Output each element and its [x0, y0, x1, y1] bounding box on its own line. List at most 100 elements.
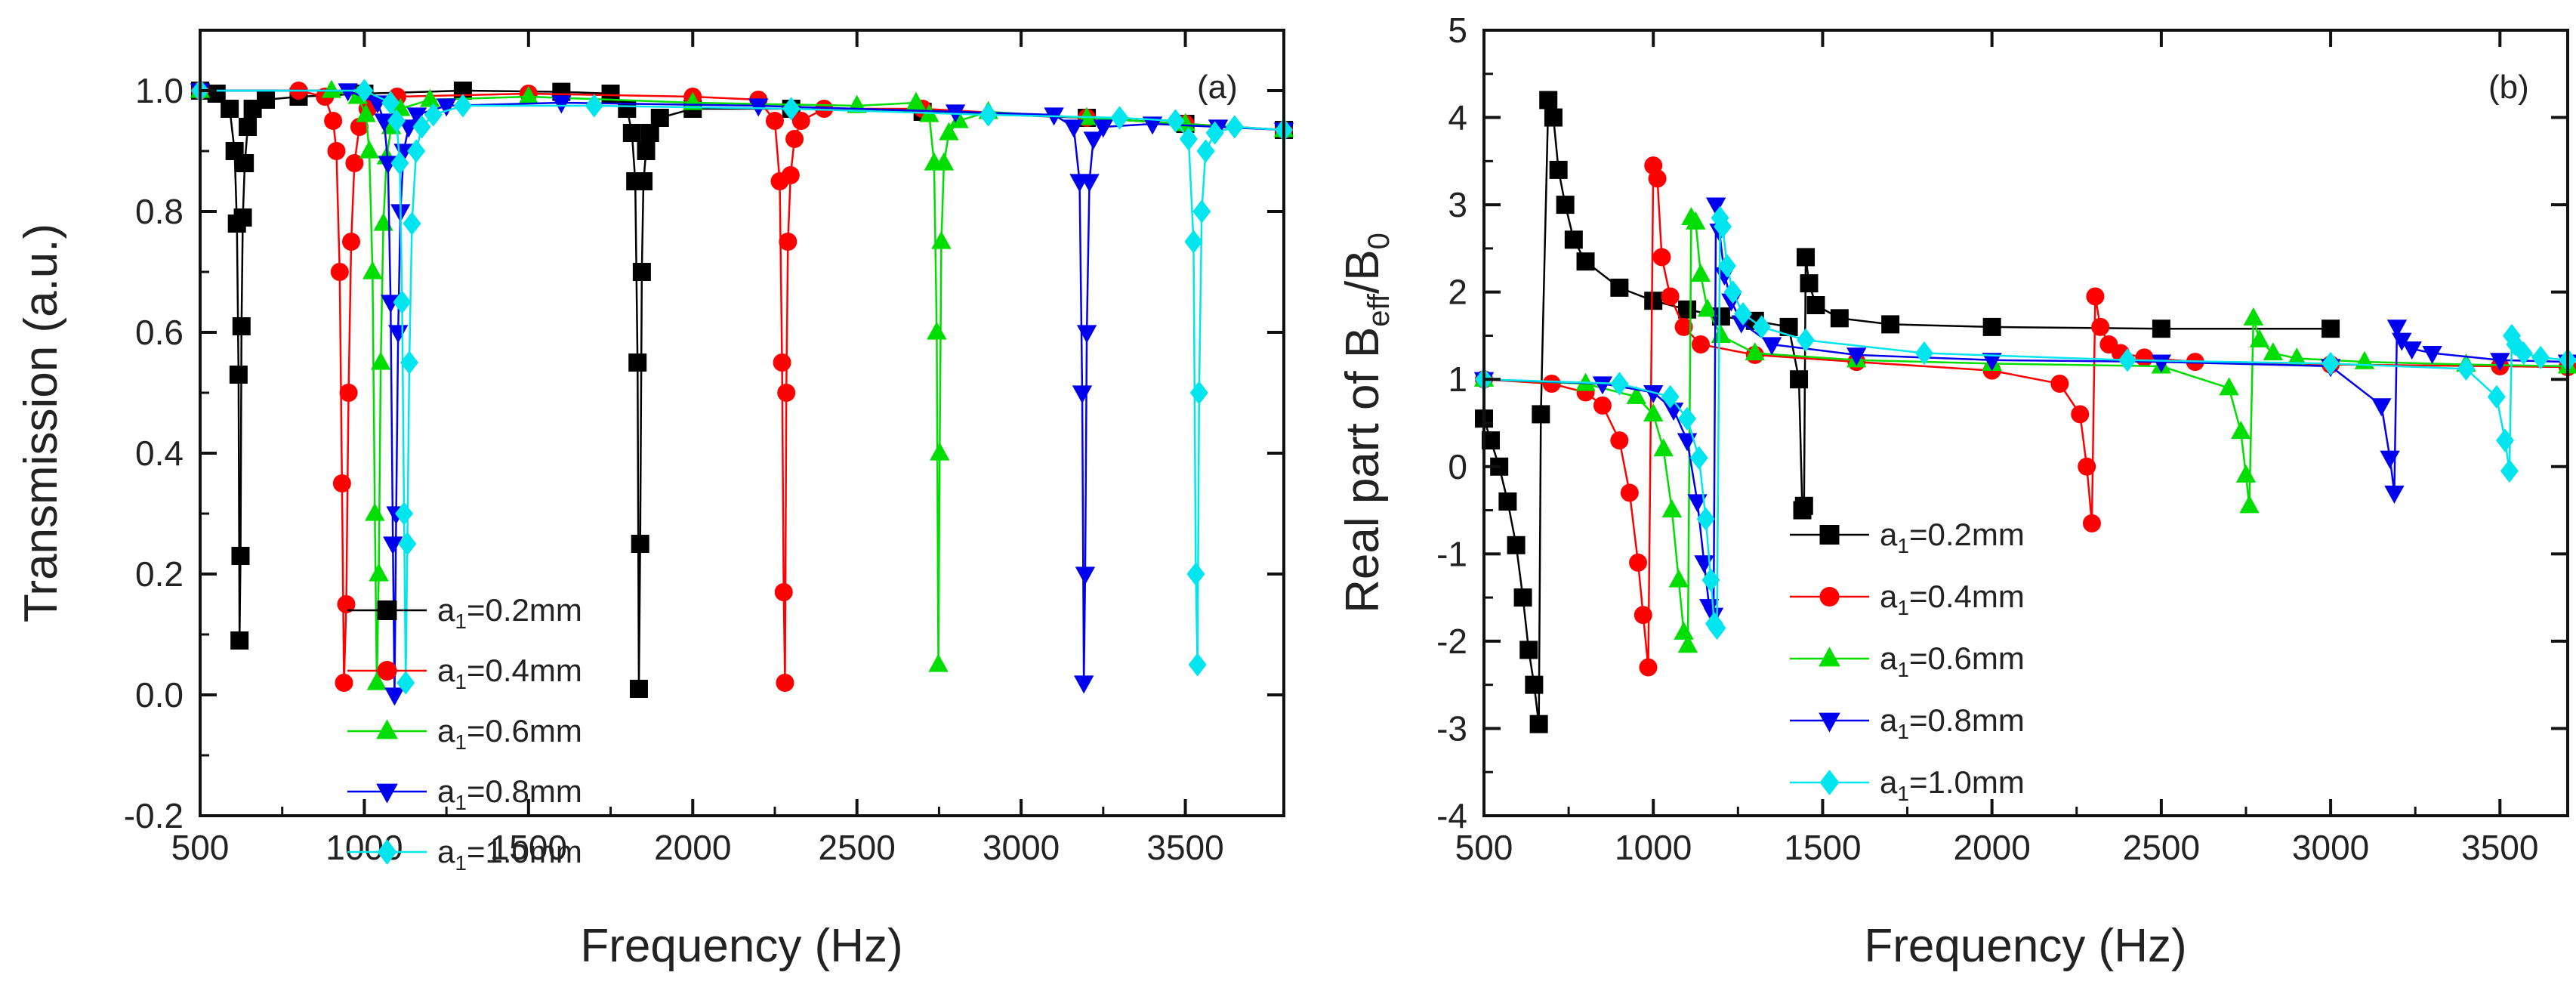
data-point-a1=0.4mm-8 — [1639, 658, 1658, 677]
data-point-a1=0.2mm-29 — [1881, 315, 1900, 334]
data-point-a1=0.8mm-19 — [1063, 119, 1084, 138]
data-point-a1=0.8mm-3 — [374, 113, 394, 132]
data-point-a1=1.0mm-5 — [1696, 507, 1715, 531]
panel-a-series-layer — [190, 79, 1294, 706]
legend-label-rest: =1.0mm — [467, 834, 582, 869]
data-point-a1=1.0mm-17 — [979, 103, 998, 127]
data-point-a1=1.0mm-21 — [2496, 428, 2515, 452]
legend-label: a1=1.0mm — [437, 834, 582, 875]
data-point-a1=0.6mm-10 — [373, 212, 393, 231]
data-point-a1=0.8mm-17 — [2151, 354, 2172, 373]
data-point-a1=0.8mm-9 — [1705, 197, 1726, 216]
series-line-a1=0.2mm — [199, 89, 1285, 690]
legend-label-main: a — [437, 834, 455, 869]
data-point-a1=0.4mm-6 — [1629, 553, 1648, 572]
data-point-a1=0.8mm-25 — [2422, 345, 2442, 364]
x-tick-label: 500 — [171, 828, 230, 867]
data-point-a1=1.0mm-11 — [1717, 254, 1736, 278]
data-point-a1=1.0mm-11 — [407, 139, 426, 163]
legend-label-main: a — [437, 713, 455, 749]
data-point-a1=0.6mm-9 — [370, 351, 391, 370]
data-point-a1=1.0mm-25 — [1192, 199, 1211, 224]
data-point-a1=0.6mm-26 — [2354, 350, 2375, 369]
data-point-a1=0.2mm-18 — [1678, 300, 1697, 319]
y-tick-label: 0.0 — [135, 675, 184, 715]
data-point-a1=1.0mm-28 — [1225, 115, 1244, 139]
data-point-a1=0.6mm-21 — [2239, 495, 2260, 514]
data-point-a1=0.6mm-3 — [1643, 403, 1664, 422]
y-tick-label: 0.4 — [135, 434, 184, 473]
data-point-a1=1.0mm-16 — [1914, 341, 1933, 366]
data-point-a1=0.2mm-24 — [1794, 496, 1813, 515]
data-point-a1=0.4mm-21 — [774, 583, 793, 601]
data-point-a1=0.2mm-8 — [232, 317, 251, 335]
data-point-a1=1.0mm-22 — [2500, 458, 2519, 483]
data-point-a1=1.0mm-18 — [1110, 106, 1129, 130]
data-point-a1=1.0mm-25 — [2514, 341, 2533, 366]
data-point-a1=0.4mm-20 — [773, 353, 791, 372]
x-tick-label: 500 — [1455, 828, 1513, 867]
data-point-a1=0.8mm-14 — [436, 98, 457, 117]
data-point-a1=0.4mm-10 — [1648, 169, 1667, 188]
data-point-a1=1.0mm-10 — [1714, 215, 1732, 239]
data-point-a1=0.4mm-7 — [1634, 606, 1652, 625]
data-point-a1=0.2mm-17 — [1644, 292, 1663, 310]
legend-label-main: a — [1880, 517, 1898, 552]
data-point-a1=0.8mm-7 — [384, 687, 405, 706]
legend-marker — [1819, 770, 1840, 795]
series-a1=0.4mm — [1475, 156, 2576, 677]
y-tick-label: 3 — [1448, 185, 1467, 224]
legend-label-rest: =0.6mm — [467, 713, 582, 749]
data-point-a1=0.6mm-14 — [1745, 342, 1765, 361]
data-point-a1=0.6mm-8 — [1677, 634, 1698, 653]
data-point-a1=0.6mm-10 — [1686, 211, 1706, 230]
data-point-a1=0.6mm-7 — [1674, 621, 1694, 640]
legend-marker — [376, 783, 398, 804]
data-point-a1=0.2mm-22 — [1790, 370, 1809, 389]
data-point-a1=0.2mm-4 — [1507, 536, 1526, 554]
data-point-a1=0.8mm-22 — [2386, 319, 2408, 338]
data-point-a1=1.0mm-20 — [1179, 127, 1198, 151]
data-point-a1=1.0mm-14 — [1752, 315, 1771, 339]
data-point-a1=0.8mm-21 — [2384, 485, 2405, 504]
data-point-a1=1.0mm-6 — [395, 502, 414, 526]
data-point-a1=1.0mm-5 — [393, 290, 412, 314]
y-tick-label: 0 — [1448, 447, 1467, 486]
y-tick-label: -4 — [1436, 796, 1467, 835]
data-point-a1=0.8mm-23 — [1075, 566, 1096, 585]
data-point-a1=0.8mm-22 — [1073, 675, 1094, 694]
legend-marker — [1819, 647, 1840, 667]
data-point-a1=0.4mm-1 — [1542, 375, 1561, 393]
legend-label: a1=0.6mm — [437, 713, 582, 754]
data-point-a1=0.4mm-26 — [2135, 348, 2154, 367]
panel-b-frame — [1482, 29, 2569, 817]
panel-a-label: (a) — [1197, 69, 1238, 106]
data-point-a1=0.2mm-27 — [1806, 296, 1825, 314]
panel-b-y-title-part-b: eff — [1362, 293, 1396, 327]
data-point-a1=0.2mm-25 — [632, 263, 651, 281]
data-point-a1=0.2mm-13 — [256, 91, 275, 109]
data-point-a1=0.4mm-5 — [1620, 483, 1639, 502]
data-point-a1=0.6mm-19 — [2231, 421, 2251, 440]
data-point-a1=0.2mm-28 — [1830, 309, 1849, 328]
data-point-a1=0.8mm-24 — [2402, 341, 2422, 360]
series-line-a1=0.6mm — [200, 89, 1285, 684]
data-point-a1=1.0mm-2 — [1661, 384, 1680, 409]
legend-entry-a1=0.4mm: a1=0.4mm — [1790, 579, 2025, 619]
panel-a-y-axis-title: Transmission (a.u.) — [15, 224, 67, 622]
data-point-a1=1.0mm-4 — [1689, 446, 1708, 470]
legend-entry-a1=1.0mm: a1=1.0mm — [1790, 764, 2025, 805]
data-point-a1=0.8mm-13 — [406, 107, 427, 126]
data-point-a1=0.6mm-15 — [518, 85, 539, 104]
data-point-a1=0.4mm-18 — [2050, 375, 2069, 393]
data-point-a1=0.2mm-7 — [1525, 675, 1544, 694]
panel-b-x-axis-title: Frequency (Hz) — [1864, 920, 2186, 972]
data-point-a1=0.6mm-3 — [356, 103, 376, 122]
data-point-a1=1.0mm-13 — [1734, 301, 1753, 326]
data-point-a1=0.2mm-8 — [1529, 715, 1548, 733]
data-point-a1=0.2mm-9 — [1532, 405, 1550, 424]
data-point-a1=0.8mm-25 — [1079, 174, 1100, 193]
data-point-a1=0.2mm-9 — [233, 208, 252, 227]
legend-marker — [1819, 712, 1840, 733]
legend-entry-a1=0.6mm: a1=0.6mm — [1790, 640, 2025, 681]
